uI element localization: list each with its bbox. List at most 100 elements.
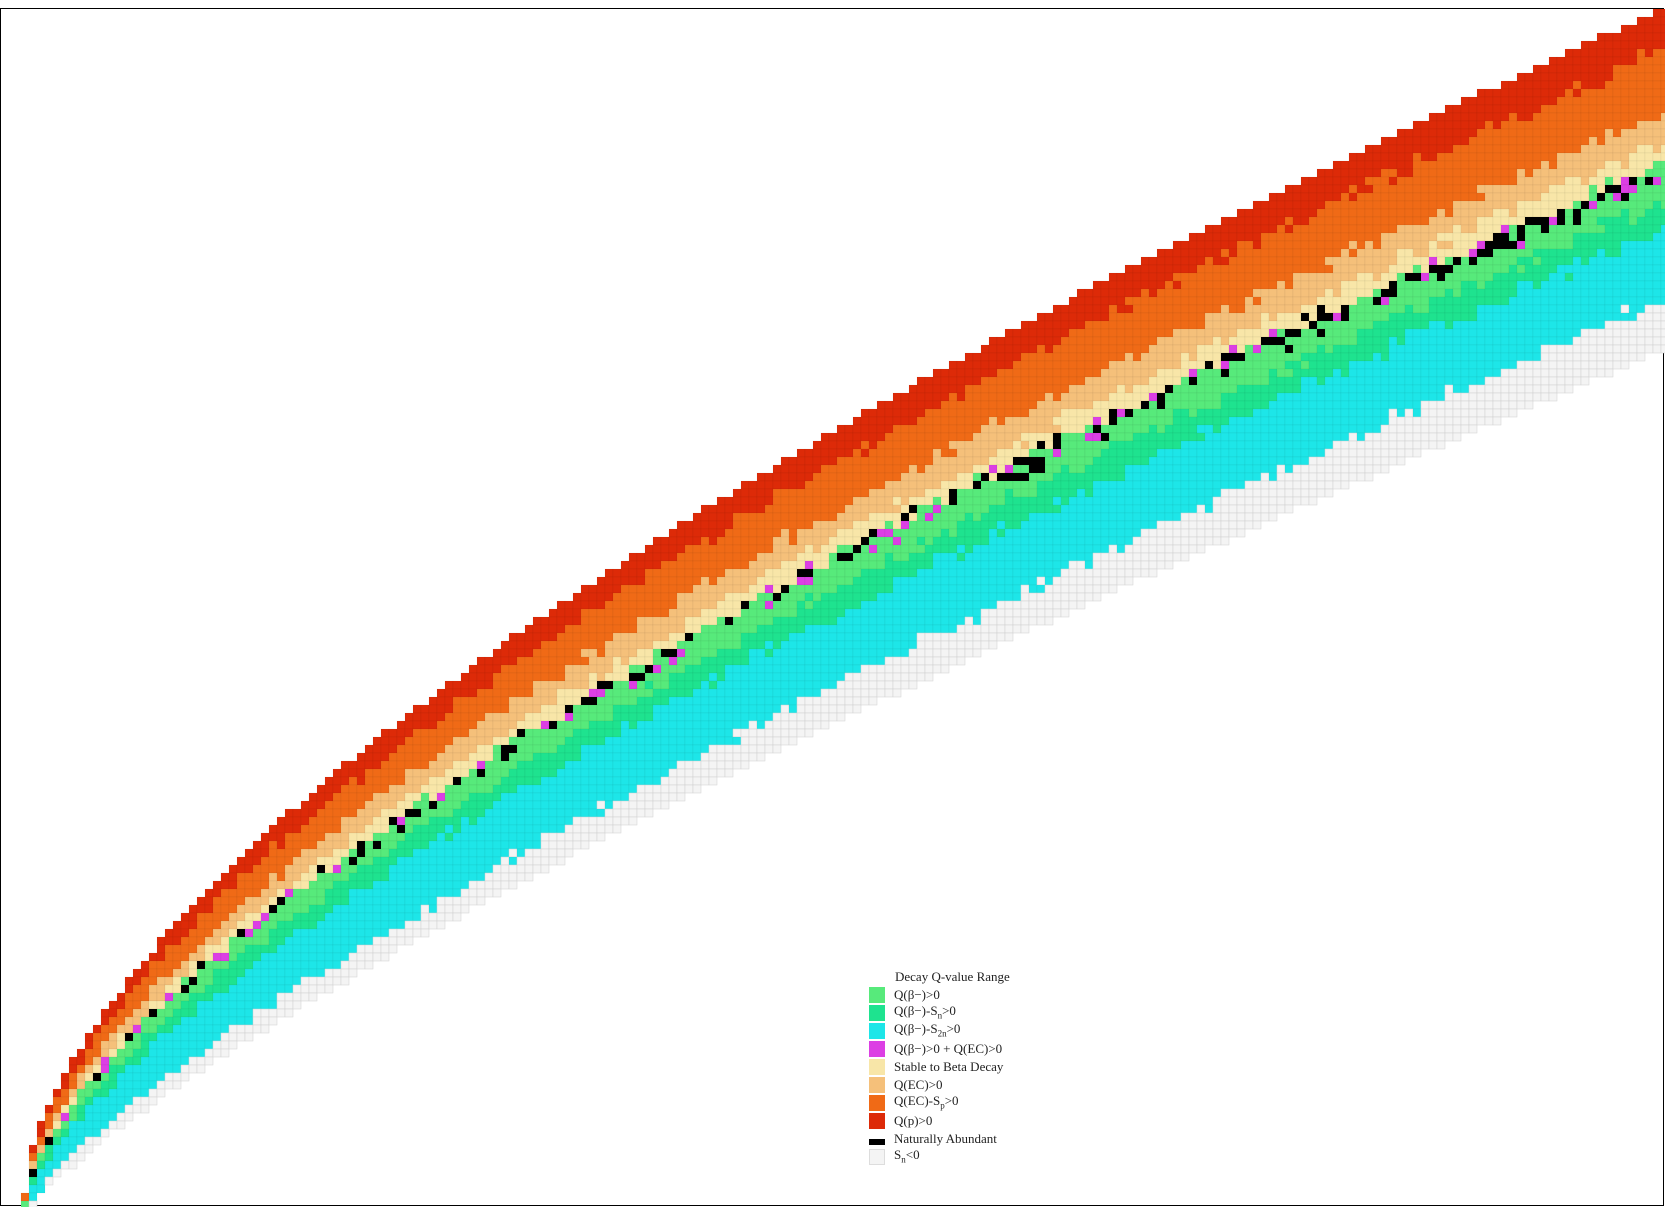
nuclide-cell-qbm [492, 768, 502, 778]
nuclide-cell-qbm_s2n [396, 912, 406, 922]
nuclide-cell-qp [804, 456, 814, 466]
nuclide-cell-sn_neg [124, 1104, 134, 1114]
nuclide-cell-stable [612, 664, 622, 674]
nuclide-cell-qec_sp [1148, 312, 1158, 322]
nuclide-cell-stable [1132, 384, 1142, 394]
nuclide-cell-sn_neg [516, 872, 526, 882]
nuclide-cell-qec [1092, 384, 1102, 394]
nuclide-cell-qbm_s2n [188, 1040, 198, 1050]
nuclide-cell-qec [780, 528, 790, 538]
nuclide-cell-qbm_sn [1140, 432, 1150, 442]
nuclide-cell-qec [76, 1072, 86, 1082]
nuclide-cell-qbm_s2n [348, 888, 358, 898]
nuclide-cell-qbm_s2n [844, 664, 854, 674]
nuclide-cell-qp [964, 376, 974, 386]
nuclide-cell-qbm_s2n [980, 584, 990, 594]
nuclide-cell-qbm_s2n [932, 568, 942, 578]
nuclide-cell-qp [788, 464, 798, 474]
nuclide-cell-qec [812, 520, 822, 530]
nuclide-cell-qbm_s2n [716, 688, 726, 698]
nuclide-cell-qp [1156, 264, 1166, 274]
nuclide-cell-qbm_sn [156, 1024, 166, 1034]
nuclide-cell-qec [1124, 352, 1134, 362]
nuclide-cell-qec_sp [732, 536, 742, 546]
nuclide-cell-qec_sp [660, 592, 670, 602]
nuclide-cell-qbm [1044, 456, 1054, 466]
nuclide-cell-qbm_s2n [1116, 544, 1126, 554]
nuclide-cell-qbm_s2n [452, 848, 462, 858]
nuclide-cell-sn_neg [1100, 576, 1110, 586]
nuclide-cell-qp [668, 528, 678, 538]
nuclide-cell-stable [868, 520, 878, 530]
nuclide-cell-qbm_s2n [1052, 520, 1062, 530]
nuclide-cell-qbm_s2n [500, 848, 510, 858]
nuclide-cell-qec_sp [1100, 360, 1110, 370]
nuclide-cell-qbm [180, 992, 190, 1002]
nuclide-cell-qp [292, 816, 302, 826]
nuclide-cell-sn_neg [940, 664, 950, 674]
nuclide-cell-qbm_s2n [940, 624, 950, 634]
nuclide-cell-qp [708, 512, 718, 522]
nuclide-cell-qbm_sn [1148, 448, 1158, 458]
nuclide-cell-qbm_s2n [916, 624, 926, 634]
nuclide-cell-qp [700, 504, 710, 514]
nuclide-cell-qp [796, 464, 806, 474]
nuclide-cell-qbm_sn [244, 952, 254, 962]
nuclide-cell-qp [396, 736, 406, 746]
nuclide-cell-qec_sp [148, 960, 158, 970]
nuclide-cell-qbm_s2n [940, 568, 950, 578]
nuclide-cell-qec_sp [244, 872, 254, 882]
nuclide-cell-qec_sp [524, 664, 534, 674]
nuclide-cell-qbm_sn [1172, 416, 1182, 426]
nuclide-cell-qec [1220, 312, 1230, 322]
nuclide-cell-qec [716, 584, 726, 594]
nuclide-cell-qbm_s2n [1220, 464, 1230, 474]
nuclide-cell-qec_sp [1244, 272, 1254, 282]
nuclide-cell-qec_sp [1220, 248, 1230, 258]
nuclide-cell-qbm_s2n [1100, 488, 1110, 498]
nuclide-cell-qbm [908, 536, 918, 546]
nuclide-cell-qec_sp [876, 448, 886, 458]
nuclide-cell-qbm_s2n [140, 1064, 150, 1074]
nuclide-cell-sn_neg [748, 752, 758, 762]
nuclide-cell-qp [1108, 272, 1118, 282]
nuclide-cell-qp [860, 408, 870, 418]
nuclide-cell-sn_neg [1140, 560, 1150, 570]
nuclide-cell-qbm_s2n [220, 1016, 230, 1026]
nuclide-cell-qec_sp [620, 616, 630, 626]
nuclide-cell-qbm [764, 616, 774, 626]
nuclide-cell-qbm_s2n [52, 1144, 62, 1154]
nuclide-cell-qec [956, 440, 966, 450]
nuclide-cell-qbm_sn [884, 576, 894, 586]
nuclide-cell-qp [196, 904, 206, 914]
nuclide-cell-qec [1052, 408, 1062, 418]
nuclide-cell-sn_neg [1228, 528, 1238, 538]
nuclide-cell-qbm [436, 808, 446, 818]
nuclide-cell-sn_neg [996, 600, 1006, 610]
nuclide-cell-qp [756, 480, 766, 490]
nuclide-cell-natural [1276, 336, 1286, 346]
nuclide-cell-qec [356, 824, 366, 834]
nuclide-cell-qbm_s2n [892, 624, 902, 634]
nuclide-cell-sn_neg [964, 632, 974, 642]
nuclide-cell-sn_neg [1092, 584, 1102, 594]
nuclide-cell-qbm [780, 608, 790, 618]
nuclide-cell-qec [1012, 432, 1022, 442]
nuclide-cell-qp [596, 600, 606, 610]
nuclide-cell-qbm_sn [916, 552, 926, 562]
nuclide-cell-sn_neg [516, 856, 526, 866]
nuclide-cell-qbm_sn [988, 520, 998, 530]
nuclide-cell-qbm_s2n [212, 992, 222, 1002]
nuclide-cell-qbm [668, 664, 678, 674]
nuclide-cell-qbm_s2n [1180, 496, 1190, 506]
nuclide-cell-sn_neg [580, 840, 590, 850]
nuclide-cell-qec_sp [836, 464, 846, 474]
nuclide-cell-sn_neg [1236, 520, 1246, 530]
nuclide-cell-qbm_s2n [260, 1000, 270, 1010]
nuclide-cell-qec_sp [732, 528, 742, 538]
nuclide-cell-qbm_sn [340, 888, 350, 898]
nuclide-cell-qbm_s2n [1164, 456, 1174, 466]
nuclide-cell-qp [524, 648, 534, 658]
nuclide-cell-sn_neg [652, 784, 662, 794]
nuclide-cell-sn_neg [972, 624, 982, 634]
